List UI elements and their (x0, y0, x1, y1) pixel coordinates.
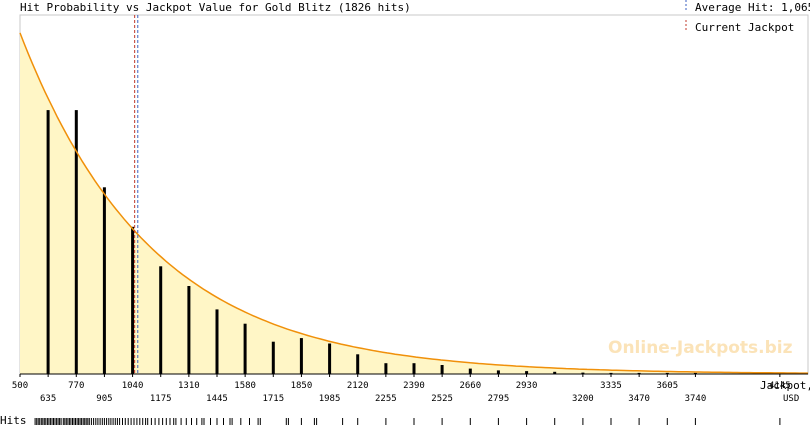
x-tick-label: 1040 (122, 381, 144, 391)
bar (159, 266, 163, 374)
curve-layer (19, 32, 808, 374)
x-tick-label: 1715 (262, 394, 284, 404)
x-tick-label: 2795 (488, 394, 510, 404)
watermark: Online-Jackpots.biz (608, 338, 793, 358)
x-tick-label: 1985 (319, 394, 341, 404)
bar (299, 338, 303, 374)
x-tick-label: 1850 (291, 381, 313, 391)
x-tick-label: 3335 (600, 381, 622, 391)
x-tick-label: 3200 (572, 394, 594, 404)
bar (328, 343, 332, 374)
x-tick-label: 635 (40, 394, 56, 404)
bar (187, 286, 191, 374)
x-tick-label: 1580 (234, 381, 256, 391)
bar (468, 368, 472, 374)
x-tick-label: 1310 (178, 381, 200, 391)
legend-current-label: Current Jackpot (695, 21, 794, 34)
x-tick-label: 905 (96, 394, 112, 404)
x-tick-label: 770 (68, 381, 84, 391)
bar (581, 372, 585, 374)
x-axis-label: Jackpot, (760, 379, 810, 392)
bar (693, 372, 697, 374)
bar (609, 372, 613, 374)
bar (102, 187, 106, 374)
bars-layer (46, 110, 782, 374)
x-tick-label: 500 (12, 381, 28, 391)
fill-area-layer (20, 32, 808, 375)
bar (525, 371, 529, 374)
bar (46, 110, 50, 374)
bar (356, 354, 360, 374)
x-tick-label: 1445 (206, 394, 228, 404)
bar (553, 371, 557, 374)
x-tick-label: 2660 (459, 381, 481, 391)
chart-title: Hit Probability vs Jackpot Value for Gol… (20, 1, 411, 14)
bar (665, 372, 669, 374)
x-ticks-layer: 500 770 1040 1310 1580 1850 2120 2390 2660 2930 33… (12, 374, 791, 404)
bar (496, 370, 500, 374)
x-tick-label: 3740 (685, 394, 707, 404)
x-tick-label: 2255 (375, 394, 397, 404)
x-tick-label: 3605 (656, 381, 678, 391)
probability-curve (19, 32, 808, 374)
bar (412, 363, 416, 374)
x-tick-label: 2930 (516, 381, 538, 391)
legend-average-label: Average Hit: 1,065 (695, 1, 810, 14)
bar (243, 323, 247, 374)
bar (131, 226, 135, 374)
x-tick-label: 4145 (769, 381, 791, 391)
x-tick-label: 2390 (403, 381, 425, 391)
bar (271, 341, 275, 374)
x-tick-label: 2120 (347, 381, 369, 391)
x-tick-label: 1175 (150, 394, 172, 404)
rug-label: Hits (0, 414, 27, 425)
bar (637, 372, 641, 374)
x-axis-unit: USD (783, 394, 799, 404)
bar (74, 110, 78, 374)
bar (215, 309, 219, 374)
hits-rug-layer (34, 418, 781, 425)
x-tick-label: 3470 (628, 394, 650, 404)
x-tick-label: 2525 (431, 394, 453, 404)
probability-fill-area (20, 32, 808, 375)
bar (440, 365, 444, 374)
bar (384, 363, 388, 374)
